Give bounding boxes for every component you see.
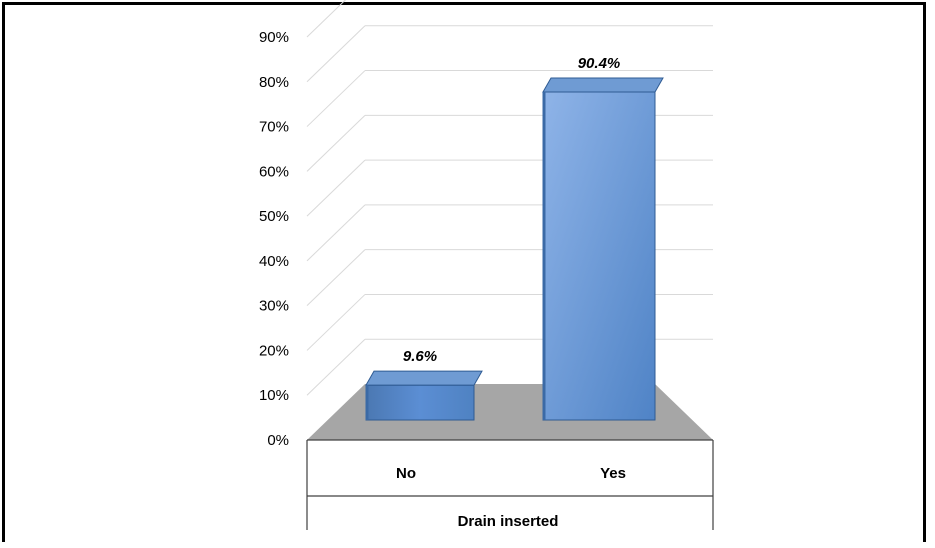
y-tick-label: 10% xyxy=(259,387,289,404)
x-tick-label: No xyxy=(396,465,416,482)
bar-yes xyxy=(542,91,656,421)
y-tick-label: 50% xyxy=(259,208,289,225)
gridline-diagonal xyxy=(306,0,347,38)
bar-top-face xyxy=(542,77,664,93)
bar-top-face xyxy=(365,370,483,386)
y-tick-label: 30% xyxy=(259,298,289,315)
data-label: 9.6% xyxy=(403,348,437,365)
x-axis-title: Drain inserted xyxy=(458,513,559,530)
y-tick-label: 20% xyxy=(259,342,289,359)
y-tick-label: 80% xyxy=(259,74,289,91)
data-label: 90.4% xyxy=(578,55,621,72)
gridline-diagonal xyxy=(306,294,366,351)
gridline-diagonal xyxy=(306,159,366,217)
labels: 0% 10% 20% 30% 40% 50% 60% 70% 80% 90% 9.6% No 90.4%… xyxy=(259,29,626,482)
gridline-diagonal xyxy=(306,114,366,172)
bars xyxy=(365,77,664,421)
y-tick-label: 70% xyxy=(259,119,289,136)
gridline-diagonal xyxy=(306,25,366,83)
x-tick-label: Yes xyxy=(600,465,626,482)
y-tick-label: 40% xyxy=(259,253,289,270)
chart-frame xyxy=(2,2,926,542)
y-tick-label: 60% xyxy=(259,163,289,180)
y-tick-label: 0% xyxy=(267,432,289,449)
gridline-diagonal xyxy=(306,204,366,262)
bar-no xyxy=(365,384,475,421)
y-tick-label: 90% xyxy=(259,29,289,46)
gridline-diagonal xyxy=(306,338,366,396)
gridline-diagonal xyxy=(306,70,366,127)
gridline-diagonal xyxy=(306,249,366,307)
